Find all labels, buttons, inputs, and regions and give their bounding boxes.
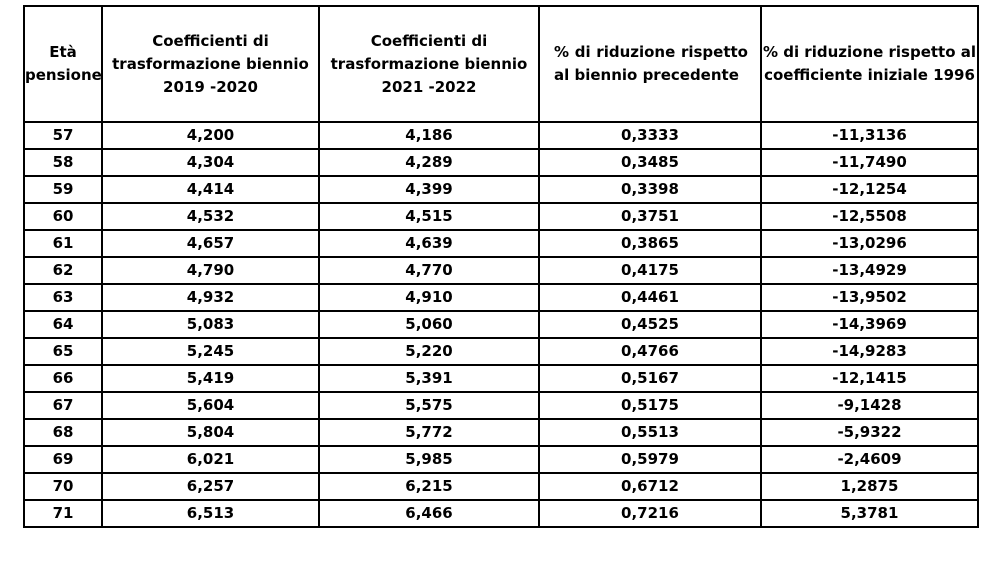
cell-riduzione-1996: -11,7490 [760,148,979,177]
table-body: 57 4,200 4,186 0,3333 -11,3136 58 4,304 4,289 0,… [23,121,979,528]
cell-riduzione-1996: -5,9322 [760,418,979,447]
cell-coeff-2019-2020: 4,304 [101,148,320,177]
cell-riduzione-biennio: 0,5513 [538,418,762,447]
cell-riduzione-1996: 5,3781 [760,499,979,528]
cell-coeff-2021-2022: 5,060 [318,310,540,339]
cell-riduzione-biennio: 0,6712 [538,472,762,501]
cell-riduzione-biennio: 0,3398 [538,175,762,204]
cell-coeff-2021-2022: 5,391 [318,364,540,393]
cell-coeff-2021-2022: 4,186 [318,121,540,150]
cell-riduzione-biennio: 0,7216 [538,499,762,528]
cell-riduzione-1996: 1,2875 [760,472,979,501]
cell-riduzione-1996: -14,3969 [760,310,979,339]
cell-riduzione-biennio: 0,5175 [538,391,762,420]
table-row: 63 4,932 4,910 0,4461 -13,9502 [23,283,979,312]
table-row: 60 4,532 4,515 0,3751 -12,5508 [23,202,979,231]
cell-coeff-2021-2022: 5,985 [318,445,540,474]
cell-riduzione-biennio: 0,4175 [538,256,762,285]
table-row: 57 4,200 4,186 0,3333 -11,3136 [23,121,979,150]
table-row: 65 5,245 5,220 0,4766 -14,9283 [23,337,979,366]
cell-eta: 66 [23,364,103,393]
cell-riduzione-1996: -12,5508 [760,202,979,231]
cell-riduzione-biennio: 0,3485 [538,148,762,177]
header-riduzione-biennio: % di riduzione rispetto al biennio prece… [538,5,762,123]
cell-eta: 60 [23,202,103,231]
table-row: 67 5,604 5,575 0,5175 -9,1428 [23,391,979,420]
cell-coeff-2021-2022: 4,515 [318,202,540,231]
cell-coeff-2019-2020: 5,245 [101,337,320,366]
cell-coeff-2019-2020: 6,513 [101,499,320,528]
cell-coeff-2019-2020: 4,532 [101,202,320,231]
cell-eta: 63 [23,283,103,312]
cell-riduzione-biennio: 0,5167 [538,364,762,393]
cell-coeff-2019-2020: 5,083 [101,310,320,339]
header-row: Età pensione Coefficienti di trasformazi… [23,5,979,123]
cell-riduzione-1996: -12,1415 [760,364,979,393]
cell-eta: 57 [23,121,103,150]
cell-coeff-2019-2020: 4,200 [101,121,320,150]
cell-coeff-2019-2020: 4,790 [101,256,320,285]
cell-eta: 67 [23,391,103,420]
cell-eta: 69 [23,445,103,474]
cell-eta: 68 [23,418,103,447]
cell-eta: 61 [23,229,103,258]
cell-coeff-2019-2020: 5,419 [101,364,320,393]
cell-riduzione-1996: -11,3136 [760,121,979,150]
cell-coeff-2019-2020: 4,932 [101,283,320,312]
header-riduzione-1996: % di riduzione rispetto al coefficiente … [760,5,979,123]
table-row: 61 4,657 4,639 0,3865 -13,0296 [23,229,979,258]
cell-riduzione-biennio: 0,5979 [538,445,762,474]
cell-eta: 59 [23,175,103,204]
cell-coeff-2021-2022: 6,466 [318,499,540,528]
table-row: 71 6,513 6,466 0,7216 5,3781 [23,499,979,528]
cell-coeff-2021-2022: 4,910 [318,283,540,312]
cell-coeff-2021-2022: 4,399 [318,175,540,204]
cell-eta: 70 [23,472,103,501]
cell-riduzione-biennio: 0,3751 [538,202,762,231]
cell-coeff-2021-2022: 5,220 [318,337,540,366]
table-row: 62 4,790 4,770 0,4175 -13,4929 [23,256,979,285]
cell-coeff-2021-2022: 6,215 [318,472,540,501]
header-coefficienti-2021-2022: Coefficienti di trasformazione biennio 2… [318,5,540,123]
table-row: 64 5,083 5,060 0,4525 -14,3969 [23,310,979,339]
table-row: 59 4,414 4,399 0,3398 -12,1254 [23,175,979,204]
cell-coeff-2019-2020: 4,657 [101,229,320,258]
cell-eta: 64 [23,310,103,339]
cell-riduzione-1996: -13,0296 [760,229,979,258]
cell-coeff-2021-2022: 5,575 [318,391,540,420]
cell-riduzione-1996: -13,4929 [760,256,979,285]
table-row: 58 4,304 4,289 0,3485 -11,7490 [23,148,979,177]
cell-eta: 58 [23,148,103,177]
cell-riduzione-1996: -14,9283 [760,337,979,366]
header-coefficienti-2019-2020: Coefficienti di trasformazione biennio 2… [101,5,320,123]
cell-riduzione-1996: -2,4609 [760,445,979,474]
table-row: 70 6,257 6,215 0,6712 1,2875 [23,472,979,501]
cell-coeff-2021-2022: 5,772 [318,418,540,447]
cell-coeff-2021-2022: 4,639 [318,229,540,258]
header-eta-pensione: Età pensione [23,5,103,123]
cell-coeff-2019-2020: 6,257 [101,472,320,501]
cell-coeff-2019-2020: 5,604 [101,391,320,420]
cell-riduzione-biennio: 0,4525 [538,310,762,339]
cell-coeff-2019-2020: 4,414 [101,175,320,204]
cell-coeff-2019-2020: 6,021 [101,445,320,474]
cell-eta: 71 [23,499,103,528]
cell-eta: 65 [23,337,103,366]
cell-riduzione-1996: -13,9502 [760,283,979,312]
cell-riduzione-1996: -12,1254 [760,175,979,204]
cell-riduzione-1996: -9,1428 [760,391,979,420]
table-row: 68 5,804 5,772 0,5513 -5,9322 [23,418,979,447]
table-row: 69 6,021 5,985 0,5979 -2,4609 [23,445,979,474]
table-row: 66 5,419 5,391 0,5167 -12,1415 [23,364,979,393]
cell-riduzione-biennio: 0,3333 [538,121,762,150]
cell-coeff-2021-2022: 4,289 [318,148,540,177]
cell-riduzione-biennio: 0,4461 [538,283,762,312]
cell-eta: 62 [23,256,103,285]
cell-riduzione-biennio: 0,3865 [538,229,762,258]
coefficients-table: Età pensione Coefficienti di trasformazi… [23,5,979,528]
cell-coeff-2019-2020: 5,804 [101,418,320,447]
cell-riduzione-biennio: 0,4766 [538,337,762,366]
cell-coeff-2021-2022: 4,770 [318,256,540,285]
